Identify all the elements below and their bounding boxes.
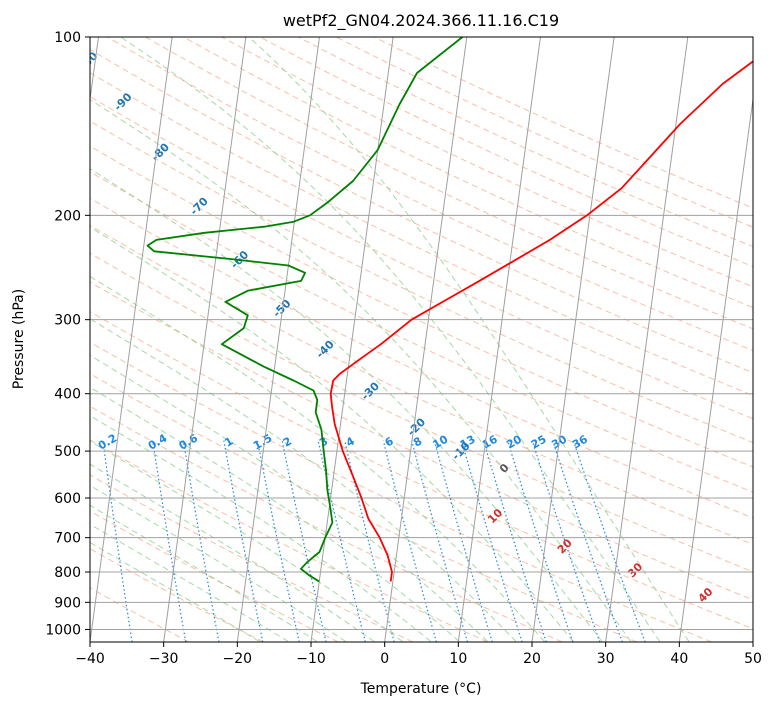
moist-adiabat-label: -70 bbox=[188, 194, 211, 217]
mixing-ratio-line bbox=[183, 441, 219, 642]
y-tick-label: 900 bbox=[54, 595, 81, 611]
moist-adiabat-label: -20 bbox=[405, 415, 428, 438]
mixing-ratio-label: 1.5 bbox=[251, 432, 274, 453]
x-tick-label: −10 bbox=[296, 651, 326, 667]
dry-adiabat bbox=[0, 24, 189, 642]
dry-adiabat bbox=[0, 24, 488, 642]
moist-adiabat bbox=[0, 27, 459, 642]
isotherm-line bbox=[237, 37, 319, 642]
mixing-ratio-label: 1 bbox=[222, 435, 235, 450]
x-axis-label: Temperature (°C) bbox=[360, 681, 482, 697]
x-tick-label: −40 bbox=[75, 651, 105, 667]
y-tick-label: 400 bbox=[54, 387, 81, 403]
mixing-ratio-line bbox=[224, 441, 263, 642]
plot-frame bbox=[90, 37, 753, 642]
mixing-ratio-line bbox=[383, 441, 436, 642]
x-tick-label: −20 bbox=[223, 651, 253, 667]
mixing-ratio-line bbox=[573, 441, 645, 642]
mixing-ratio-line bbox=[345, 441, 395, 642]
plot-area: 0.10.20.40.611.5234681013162025303610203… bbox=[0, 24, 775, 642]
x-tick-label: 10 bbox=[449, 651, 467, 667]
x-tick-label: 0 bbox=[380, 651, 389, 667]
dry-adiabat bbox=[10, 24, 775, 642]
x-tick-label: 50 bbox=[744, 651, 762, 667]
background-labels: 0.10.20.40.611.5234681013162025303610203… bbox=[49, 49, 716, 605]
moist-adiabat bbox=[0, 27, 374, 642]
dry-adiabat bbox=[236, 24, 775, 642]
isotherm-line bbox=[16, 37, 98, 642]
mixing-ratio-label: 25 bbox=[529, 433, 549, 452]
isotherm-line bbox=[532, 37, 614, 642]
moist-adiabat-label: -80 bbox=[149, 140, 172, 163]
dry-adiabat bbox=[0, 24, 637, 642]
moist-adiabat bbox=[0, 27, 288, 642]
moist-adiabat bbox=[0, 27, 573, 642]
moist-adiabat bbox=[0, 27, 259, 642]
dry-adiabat bbox=[85, 24, 775, 642]
mixing-ratio-line bbox=[412, 441, 468, 642]
mixing-ratio-label: 0.6 bbox=[177, 431, 201, 452]
x-tick-label: −30 bbox=[149, 651, 179, 667]
y-tick-label: 800 bbox=[54, 565, 81, 581]
y-axis: 100 200 300 400 500 600 700 800 900 1000 bbox=[45, 30, 90, 638]
moist-adiabat bbox=[0, 27, 431, 642]
y-axis-label: Pressure (hPa) bbox=[11, 289, 27, 389]
moist-adiabat bbox=[0, 27, 545, 642]
isotherm-line bbox=[311, 37, 393, 642]
y-tick-label: 700 bbox=[54, 531, 81, 547]
x-axis: −40 −30 −20 −10 0 10 20 30 40 50 bbox=[75, 642, 762, 667]
isotherm-line bbox=[385, 37, 467, 642]
chart-title: wetPf2_GN04.2024.366.11.16.C19 bbox=[283, 11, 559, 31]
moist-adiabat bbox=[0, 27, 631, 642]
mixing-ratio-line bbox=[462, 441, 523, 642]
x-tick-label: 30 bbox=[597, 651, 615, 667]
y-tick-label: 100 bbox=[54, 30, 81, 46]
dry-adiabat bbox=[160, 24, 775, 642]
dry-adiabat bbox=[0, 24, 413, 642]
moist-adiabat-label: -90 bbox=[111, 90, 134, 113]
y-tick-label: 300 bbox=[54, 313, 81, 329]
isotherm-line bbox=[679, 37, 761, 642]
dry-adiabat bbox=[0, 24, 712, 642]
isotherm-line bbox=[753, 37, 775, 642]
x-tick-label: 20 bbox=[523, 651, 541, 667]
mixing-ratio-label: 20 bbox=[504, 432, 524, 451]
dry-adiabat bbox=[273, 24, 775, 642]
y-tick-label: 500 bbox=[54, 444, 81, 460]
dewpoint-line bbox=[148, 37, 463, 582]
background-lines bbox=[0, 24, 775, 642]
mixing-ratio-line bbox=[318, 441, 365, 642]
dry-adiabat bbox=[0, 24, 562, 642]
mixing-ratio-line bbox=[103, 441, 132, 642]
moist-adiabat bbox=[0, 27, 488, 642]
dry-adiabat-label: 10 bbox=[485, 506, 505, 526]
moist-adiabat bbox=[237, 27, 689, 642]
y-tick-label: 200 bbox=[54, 208, 81, 224]
dry-adiabat bbox=[311, 24, 775, 642]
x-tick-label: 40 bbox=[670, 651, 688, 667]
mixing-ratio-line bbox=[282, 441, 326, 642]
mixing-ratio-line bbox=[153, 441, 186, 642]
dry-adiabat bbox=[0, 24, 338, 642]
isotherm-line bbox=[164, 37, 246, 642]
moist-adiabat bbox=[0, 27, 516, 642]
mixing-ratio-label: 10 bbox=[431, 432, 451, 451]
y-tick-label: 600 bbox=[54, 491, 81, 507]
y-tick-label: 1000 bbox=[45, 622, 81, 638]
